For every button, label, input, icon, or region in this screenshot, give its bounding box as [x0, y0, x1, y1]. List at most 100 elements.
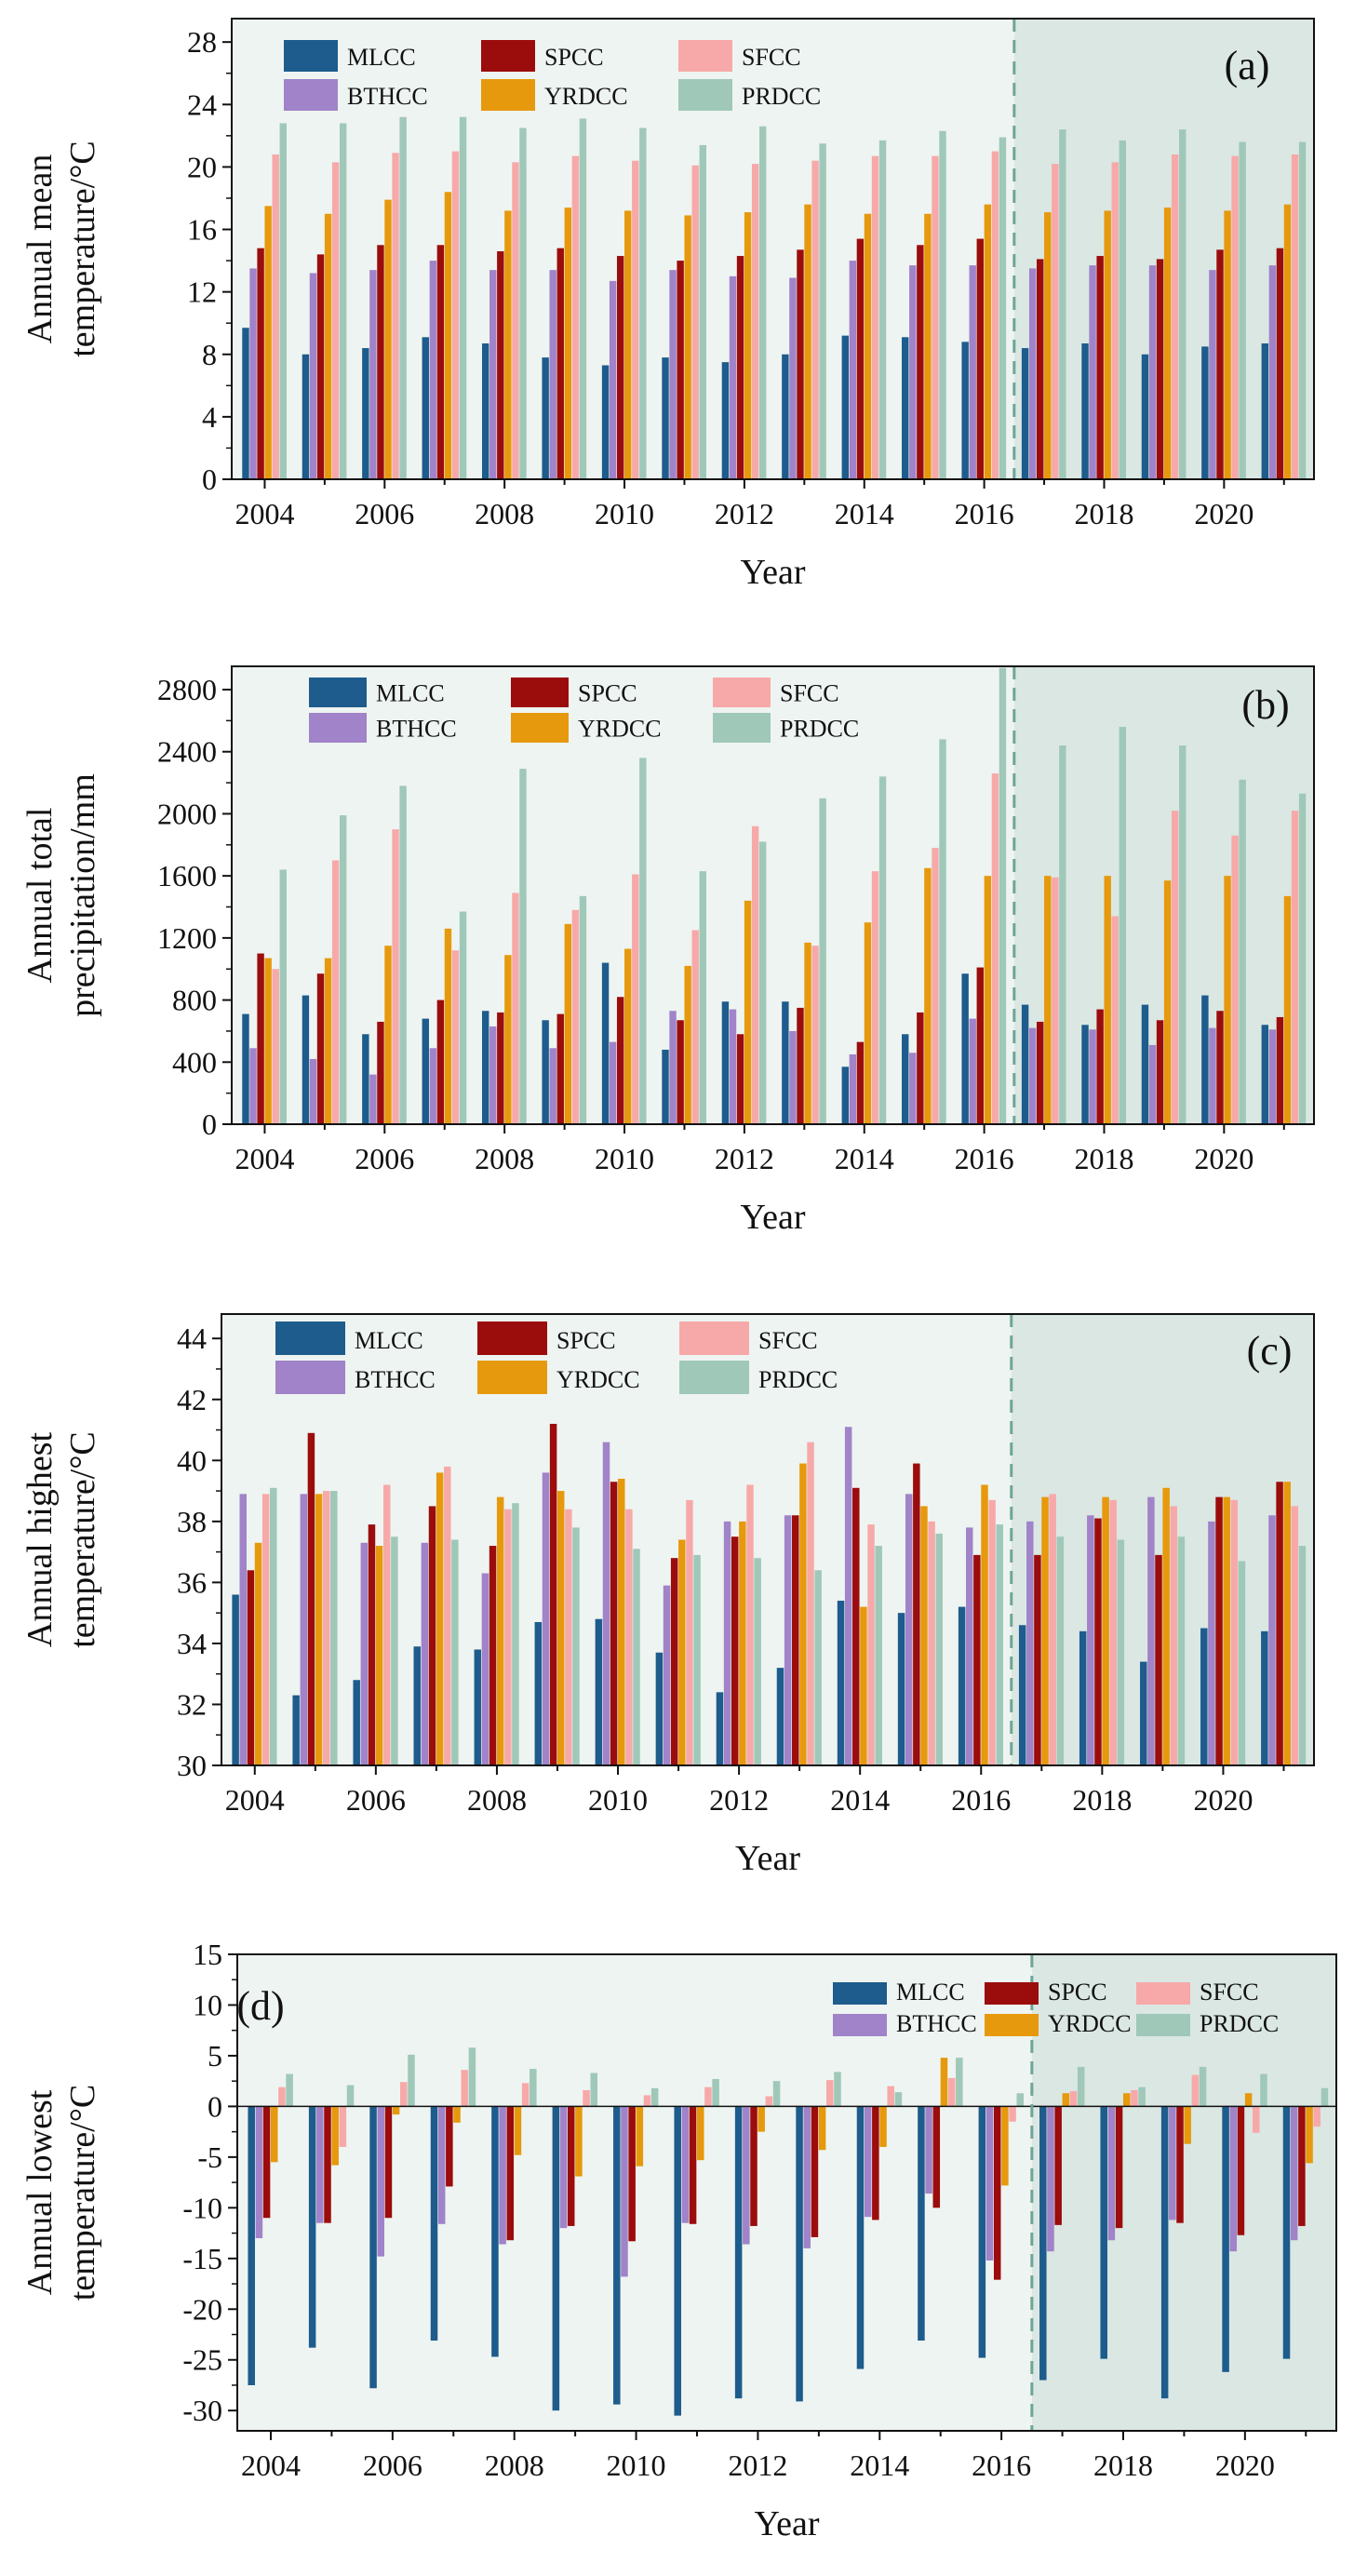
bar-mlcc-2004 [248, 2106, 255, 2385]
x-tick-label: 2004 [235, 1142, 294, 1175]
bar-sfcc-2011 [691, 165, 699, 480]
bar-yrdcc-2012 [757, 2106, 765, 2132]
bar-bthcc-2012 [729, 275, 737, 479]
bar-mlcc-2019 [1141, 1004, 1149, 1124]
bar-mlcc-2008 [482, 1011, 489, 1124]
bar-spcc-2009 [556, 248, 564, 479]
bar-prdcc-2012 [759, 126, 767, 479]
x-tick-label: 2004 [241, 2449, 301, 2482]
bar-spcc-2021 [1298, 2106, 1306, 2226]
bar-prdcc-2011 [693, 1554, 701, 1765]
bar-spcc-2008 [497, 1012, 504, 1124]
bar-mlcc-2021 [1261, 1025, 1269, 1124]
bar-bthcc-2021 [1268, 265, 1277, 479]
bar-prdcc-2016 [1016, 2093, 1025, 2107]
bar-bthcc-2017 [1028, 1027, 1037, 1124]
x-tick-label: 2010 [595, 1142, 654, 1175]
bar-spcc-2011 [677, 1020, 684, 1124]
bar-spcc-2017 [1034, 1554, 1041, 1765]
bar-yrdcc-2013 [804, 204, 811, 479]
bar-bthcc-2014 [844, 1427, 852, 1765]
bar-yrdcc-2010 [624, 948, 632, 1124]
legend-label-mlcc: MLCC [896, 1979, 965, 2006]
legend-swatch-sfcc [678, 40, 732, 72]
bar-spcc-2007 [446, 2106, 453, 2187]
bar-prdcc-2004 [279, 123, 287, 480]
bar-mlcc-2015 [897, 1613, 905, 1765]
bar-yrdcc-2020 [1244, 2093, 1253, 2107]
bar-mlcc-2013 [782, 354, 789, 479]
bar-spcc-2004 [262, 2106, 271, 2219]
bar-spcc-2013 [792, 1515, 799, 1765]
bar-spcc-2012 [731, 1536, 739, 1765]
y-tick-label: 2800 [157, 673, 217, 706]
y-tick-label: -30 [182, 2394, 222, 2427]
bar-prdcc-2013 [819, 798, 826, 1124]
bar-prdcc-2019 [1177, 1536, 1186, 1765]
bar-sfcc-2011 [686, 1499, 693, 1765]
bar-yrdcc-2008 [496, 1496, 504, 1765]
bar-yrdcc-2005 [324, 213, 332, 479]
bar-spcc-2015 [917, 1012, 924, 1124]
x-tick-label: 2020 [1215, 2449, 1275, 2482]
bar-bthcc-2019 [1148, 1044, 1157, 1124]
bar-yrdcc-2010 [636, 2106, 644, 2167]
bar-bthcc-2017 [1047, 2106, 1054, 2252]
bar-bthcc-2006 [369, 270, 377, 479]
bar-sfcc-2008 [512, 892, 519, 1124]
bar-bthcc-2005 [300, 1494, 308, 1765]
x-axis-label: Year [740, 1198, 805, 1237]
legend-swatch-yrdcc [477, 1361, 547, 1394]
y-tick-label: 20 [187, 150, 217, 183]
bar-spcc-2014 [856, 238, 865, 479]
x-tick-label: 2006 [355, 497, 414, 530]
bar-prdcc-2017 [1077, 2066, 1085, 2107]
bar-yrdcc-2016 [981, 1484, 988, 1765]
bar-sfcc-2006 [400, 2082, 408, 2107]
bar-yrdcc-2011 [684, 215, 691, 480]
bar-mlcc-2009 [542, 1020, 549, 1124]
bar-prdcc-2017 [1056, 1536, 1065, 1765]
bar-yrdcc-2010 [618, 1478, 625, 1765]
bar-yrdcc-2021 [1283, 1482, 1291, 1765]
bar-bthcc-2011 [669, 270, 677, 479]
bar-bthcc-2010 [609, 280, 617, 479]
y-tick-label: 36 [177, 1565, 207, 1599]
bar-prdcc-2014 [878, 776, 887, 1124]
bar-sfcc-2018 [1111, 162, 1119, 479]
bar-mlcc-2015 [918, 2106, 925, 2341]
y-tick-label: -5 [197, 2140, 222, 2174]
bar-yrdcc-2021 [1306, 2106, 1313, 2164]
legend-label-spcc: SPCC [578, 680, 637, 707]
legend-swatch-bthcc [284, 79, 338, 111]
bar-yrdcc-2017 [1062, 2093, 1070, 2107]
bar-bthcc-2007 [429, 261, 437, 479]
x-tick-label: 2018 [1093, 2449, 1153, 2482]
y-axis-label-line-1: Annual lowest [20, 2089, 60, 2295]
bar-prdcc-2017 [1059, 745, 1066, 1124]
y-tick-label: -20 [182, 2292, 222, 2326]
x-axis-label: Year [754, 2504, 819, 2543]
bar-prdcc-2004 [279, 869, 287, 1124]
bar-spcc-2017 [1037, 259, 1044, 479]
legend-label-sfcc: SFCC [780, 680, 839, 707]
bar-sfcc-2015 [932, 155, 939, 479]
bar-prdcc-2012 [759, 841, 767, 1124]
bar-mlcc-2021 [1282, 2106, 1291, 2359]
bar-prdcc-2011 [712, 2078, 719, 2107]
bar-bthcc-2014 [849, 1053, 857, 1124]
legend-label-bthcc: BTHCC [347, 83, 428, 110]
bar-sfcc-2015 [947, 2077, 956, 2107]
bar-prdcc-2010 [639, 127, 647, 479]
bar-sfcc-2010 [632, 160, 639, 479]
legend-label-yrdcc: YRDCC [1048, 2010, 1132, 2037]
bar-prdcc-2019 [1199, 2066, 1207, 2107]
bar-yrdcc-2012 [744, 900, 752, 1124]
bar-bthcc-2018 [1089, 1029, 1096, 1124]
plot-frame [236, 1953, 1337, 2432]
bar-yrdcc-2012 [739, 1521, 746, 1765]
plot-frame [221, 1313, 1315, 1766]
legend-swatch-prdcc [713, 713, 771, 743]
bar-prdcc-2008 [530, 2069, 537, 2107]
bar-prdcc-2013 [819, 143, 826, 480]
